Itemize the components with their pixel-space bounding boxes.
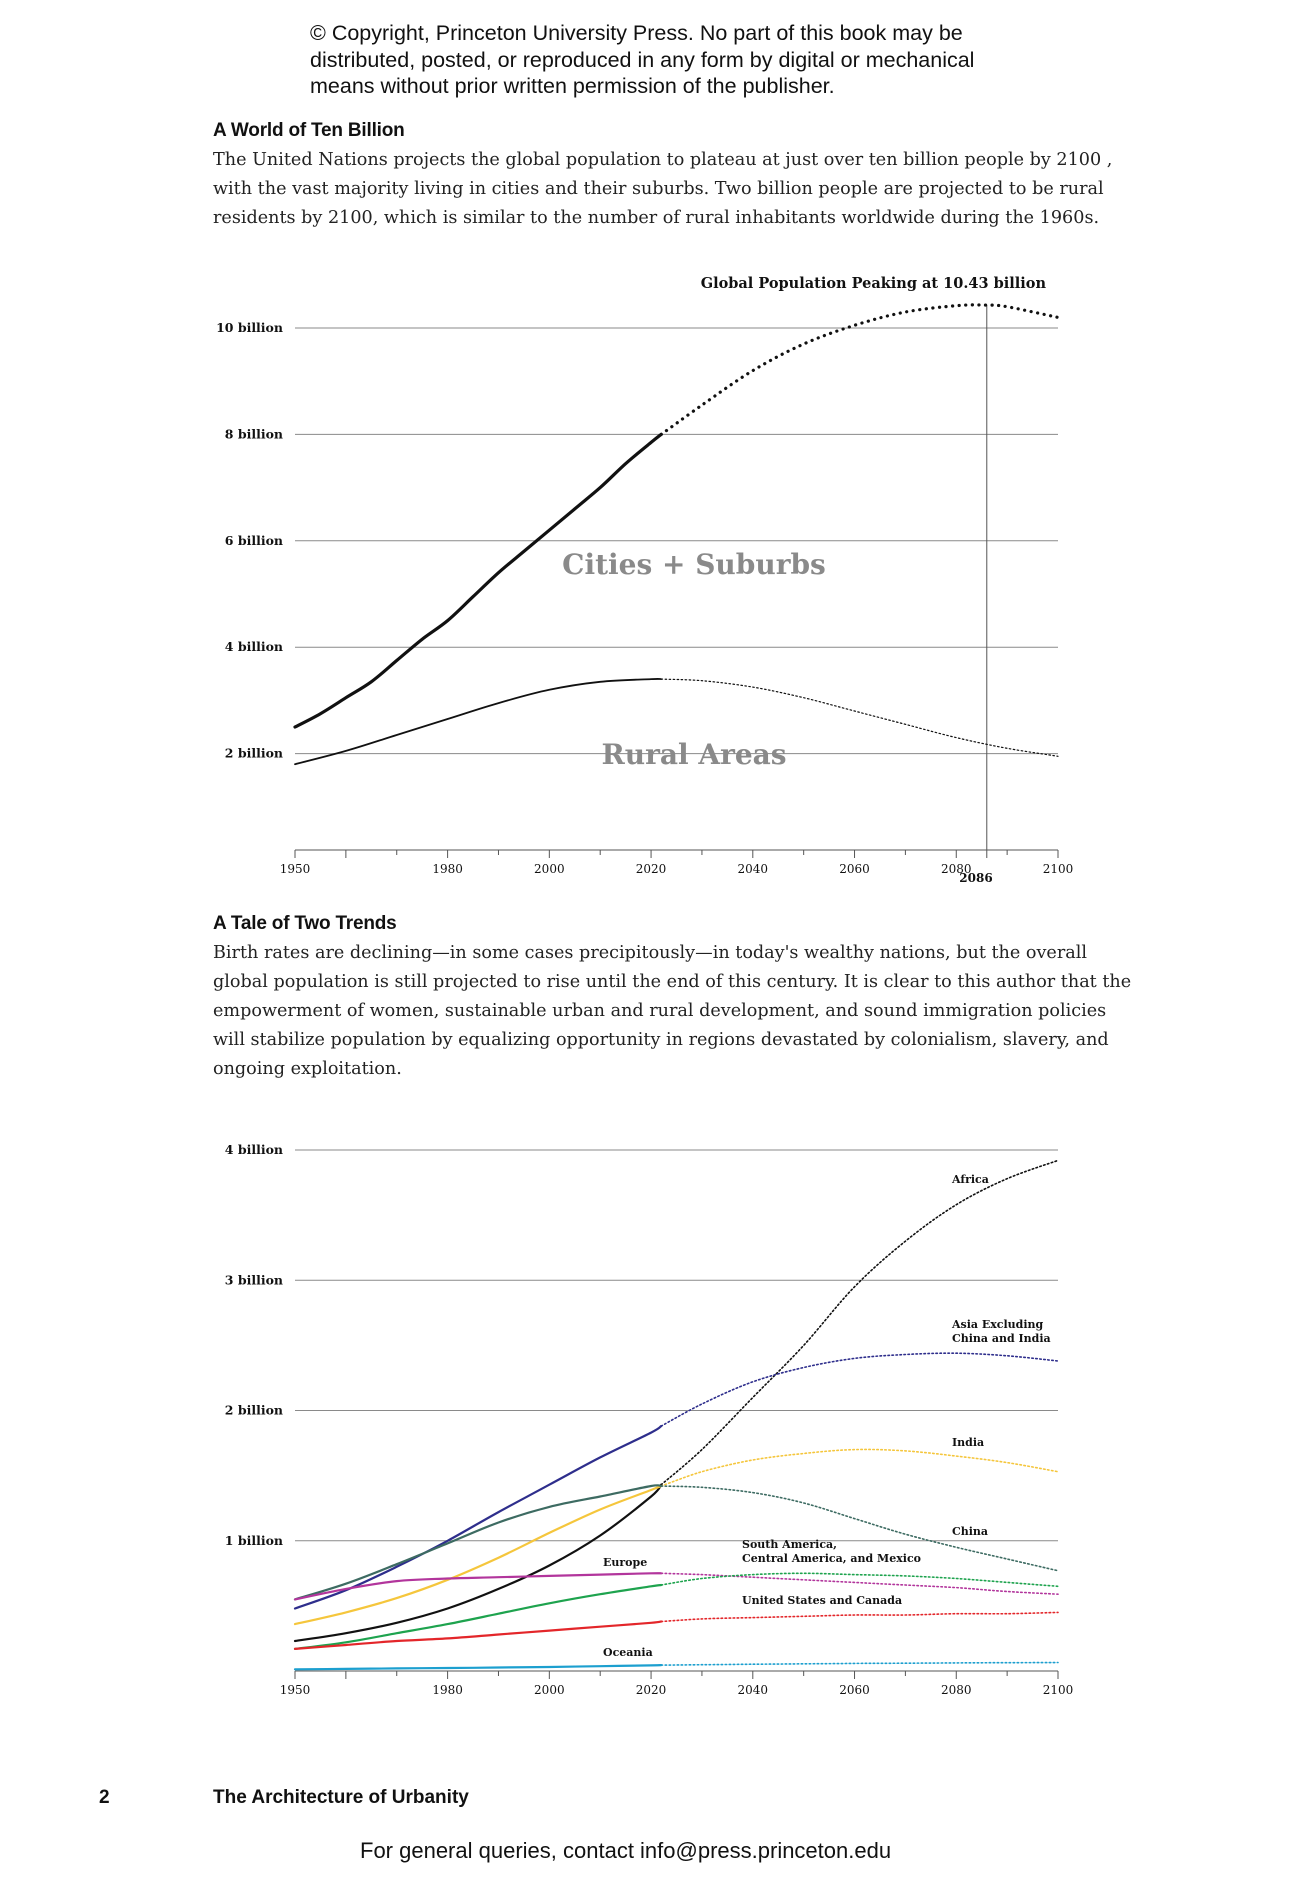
y-tick-label: 4 billion bbox=[225, 1142, 283, 1157]
china-line-observed bbox=[293, 1484, 663, 1601]
y-tick-label: 8 billion bbox=[225, 426, 283, 441]
chart2-gridlines: 1 billion 2 billion 3 billion 4 billion bbox=[225, 1142, 1058, 1548]
area-label-rural: Rural Areas bbox=[601, 738, 786, 771]
series-label-south-america-central-america-and-mexico: South America, Central America, and Mexic… bbox=[742, 1538, 921, 1565]
africa-line-observed bbox=[293, 1483, 663, 1643]
series-label-china: China bbox=[952, 1525, 988, 1538]
x-tick-label: 2080 bbox=[941, 862, 972, 876]
china-line-projected bbox=[660, 1485, 1059, 1572]
y-tick-label: 2 billion bbox=[225, 1403, 283, 1418]
y-tick-label: 6 billion bbox=[225, 533, 283, 548]
y-tick-label: 2 billion bbox=[225, 746, 283, 761]
y-tick-label: 1 billion bbox=[225, 1533, 283, 1548]
chart1-x-axis: 1950 1980 2000 2020 2040 2060 2080 2100 bbox=[280, 849, 1074, 876]
x-tick-label: 2040 bbox=[738, 1683, 769, 1697]
area-label-cities: Cities + Suburbs bbox=[562, 548, 826, 581]
copyright-notice: © Copyright, Princeton University Press.… bbox=[310, 21, 975, 98]
x-tick-label: 2060 bbox=[839, 1683, 870, 1697]
x-tick-label: 1980 bbox=[432, 1683, 463, 1697]
oceania-line-projected bbox=[660, 1661, 1059, 1666]
chart1-series bbox=[293, 303, 1060, 766]
series-label-europe: Europe bbox=[603, 1556, 647, 1569]
y-tick-label: 4 billion bbox=[225, 639, 283, 654]
chart-world-population: 2 billion 4 billion 6 billion 8 billion 10 b… bbox=[216, 275, 1074, 885]
x-tick-label: 2020 bbox=[636, 862, 667, 876]
section-title-world: A World of Ten Billion bbox=[213, 120, 405, 141]
y-tick-label: 10 billion bbox=[216, 320, 283, 335]
south-america-central-america-and-mexico-line-projected bbox=[660, 1572, 1059, 1588]
x-tick-label: 2000 bbox=[534, 1683, 565, 1697]
chart-regional-population: 1 billion 2 billion 3 billion 4 billion 195… bbox=[225, 1142, 1074, 1697]
series-label-asia-excluding-china-and-india: Asia Excluding China and India bbox=[951, 1318, 1051, 1345]
africa-line-projected bbox=[660, 1159, 1059, 1486]
asia-excluding-china-and-india-line-observed bbox=[293, 1425, 663, 1610]
united-states-and-canada-line-observed bbox=[293, 1620, 663, 1650]
total-line-observed bbox=[293, 432, 663, 729]
x-tick-label: 2100 bbox=[1043, 862, 1074, 876]
contact-line: For general queries, contact info@press.… bbox=[360, 1838, 892, 1863]
x-tick-label: 1950 bbox=[280, 1683, 311, 1697]
series-label-united-states-and-canada: United States and Canada bbox=[742, 1594, 902, 1607]
chart1-gridlines: 2 billion 4 billion 6 billion 8 billion 10 b… bbox=[216, 305, 1058, 858]
chart2-series-labels: Africa Asia Excluding China and India India… bbox=[603, 1173, 1051, 1659]
x-tick-label: 2060 bbox=[839, 862, 870, 876]
rural-line-projected bbox=[660, 678, 1059, 757]
chart2-x-axis: 1950 1980 2000 2020 2040 2060 2080 2100 bbox=[280, 1670, 1074, 1697]
india-line-projected bbox=[660, 1448, 1059, 1487]
x-tick-label: 2020 bbox=[636, 1683, 667, 1697]
chart2-series bbox=[293, 1159, 1059, 1671]
europe-line-observed bbox=[293, 1572, 663, 1601]
x-tick-label: 2000 bbox=[534, 862, 565, 876]
y-tick-label: 3 billion bbox=[225, 1272, 283, 1287]
x-tick-label: 1950 bbox=[280, 862, 311, 876]
india-line-observed bbox=[293, 1484, 663, 1626]
section-body-world: The United Nations projects the global p… bbox=[213, 150, 1113, 228]
united-states-and-canada-line-projected bbox=[660, 1611, 1059, 1623]
section-title-trends: A Tale of Two Trends bbox=[213, 913, 397, 934]
chart1-peak-year-label: 2086 bbox=[959, 871, 992, 885]
series-label-africa: Africa bbox=[951, 1173, 989, 1186]
x-tick-label: 2040 bbox=[738, 862, 769, 876]
section-body-trends: Birth rates are declining—in some cases … bbox=[213, 943, 1132, 1079]
running-footer-title: The Architecture of Urbanity bbox=[213, 1787, 469, 1808]
oceania-line-observed bbox=[293, 1664, 663, 1671]
total-line-projected bbox=[659, 303, 1060, 436]
x-tick-label: 1980 bbox=[432, 862, 463, 876]
series-label-oceania: Oceania bbox=[603, 1646, 653, 1659]
series-label-india: India bbox=[952, 1436, 984, 1449]
x-tick-label: 2100 bbox=[1043, 1683, 1074, 1697]
chart1-peak-annotation: Global Population Peaking at 10.43 billi… bbox=[701, 275, 1047, 292]
south-america-central-america-and-mexico-line-observed bbox=[293, 1583, 663, 1650]
asia-excluding-china-and-india-line-projected bbox=[660, 1352, 1059, 1427]
rural-line-observed bbox=[294, 678, 663, 766]
page-number: 2 bbox=[99, 1787, 110, 1808]
europe-line-projected bbox=[660, 1572, 1059, 1595]
x-tick-label: 2080 bbox=[941, 1683, 972, 1697]
